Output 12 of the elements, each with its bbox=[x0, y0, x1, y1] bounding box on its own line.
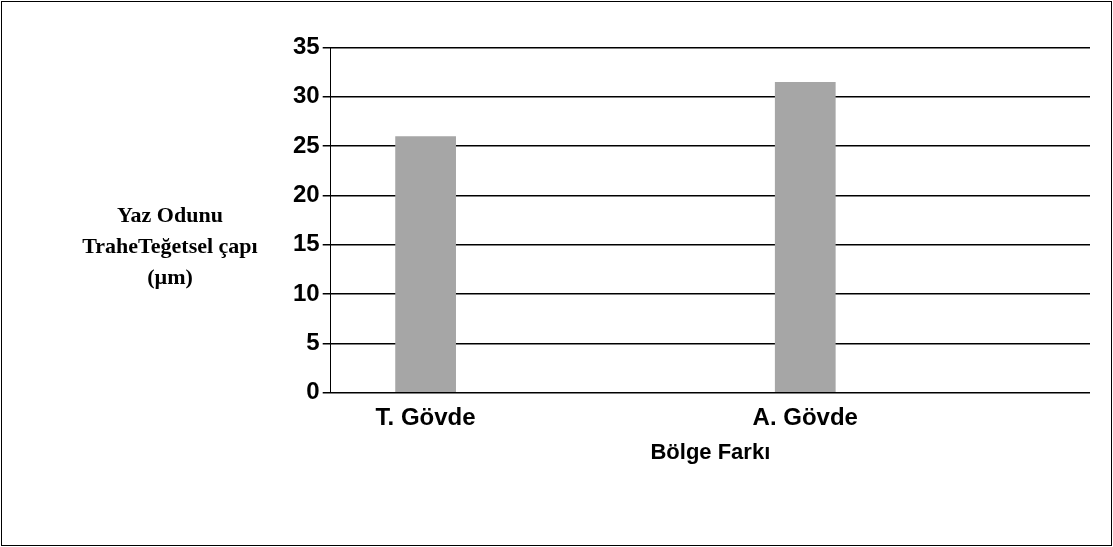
y-tick-label: 20 bbox=[292, 180, 320, 208]
y-tick-label: 30 bbox=[292, 81, 320, 109]
x-axis-title: Bölge Farkı bbox=[650, 438, 771, 464]
y-tick-label: 0 bbox=[306, 377, 320, 405]
y-tick-label: 25 bbox=[292, 130, 320, 158]
y-tick-label: 5 bbox=[306, 328, 320, 356]
x-tick-label: A. Gövde bbox=[752, 402, 858, 430]
y-tick-label: 15 bbox=[292, 229, 320, 257]
y-tick-label: 10 bbox=[292, 278, 320, 306]
x-tick-label: T. Gövde bbox=[375, 402, 476, 430]
y-axis-title: Yaz Odunu TraheTeğetsel çapı (µm) bbox=[81, 201, 259, 291]
y-tick-label: 35 bbox=[292, 32, 320, 60]
